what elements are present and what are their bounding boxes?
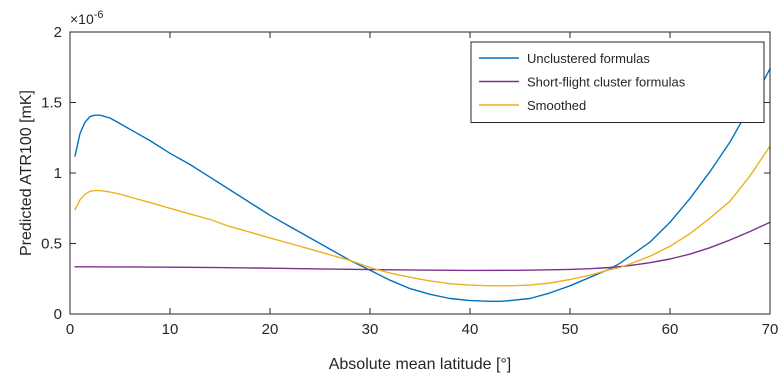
legend-entry: Short-flight cluster formulas — [527, 75, 686, 90]
x-tick-label: 50 — [562, 321, 579, 338]
x-tick-label: 40 — [462, 321, 479, 338]
y-axis-ticks: 0 0.5 1 1.5 2 — [41, 24, 770, 323]
legend-entry: Unclustered formulas — [527, 51, 650, 66]
x-tick-label: 20 — [262, 321, 279, 338]
x-axis-label: Absolute mean latitude [°] — [329, 356, 512, 373]
legend: Unclustered formulas Short-flight cluster… — [470, 41, 765, 123]
x-tick-label: 60 — [662, 321, 679, 338]
y-tick-label: 2 — [54, 24, 62, 41]
y-tick-label: 1.5 — [41, 95, 62, 112]
y-exponent-base: ×10 — [70, 11, 94, 27]
legend-box — [470, 41, 765, 123]
y-exponent-label: ×10-6 — [70, 9, 104, 27]
y-tick-label: 0 — [54, 306, 62, 323]
series-line-1 — [74, 68, 771, 302]
y-exponent-power: -6 — [94, 9, 104, 21]
series-line-3 — [74, 145, 771, 287]
series-line-2 — [74, 221, 771, 272]
legend-entry: Smoothed — [527, 98, 586, 113]
x-tick-label: 30 — [362, 321, 379, 338]
x-tick-label: 0 — [66, 321, 74, 338]
x-axis-ticks: 0 10 20 30 40 50 60 70 — [66, 32, 779, 338]
y-tick-label: 1 — [54, 165, 62, 182]
y-tick-label: 0.5 — [41, 236, 62, 253]
series-layer — [74, 68, 771, 302]
x-tick-label: 70 — [762, 321, 779, 338]
y-axis-label: Predicted ATR100 [mK] — [18, 90, 35, 256]
x-tick-label: 10 — [162, 321, 179, 338]
